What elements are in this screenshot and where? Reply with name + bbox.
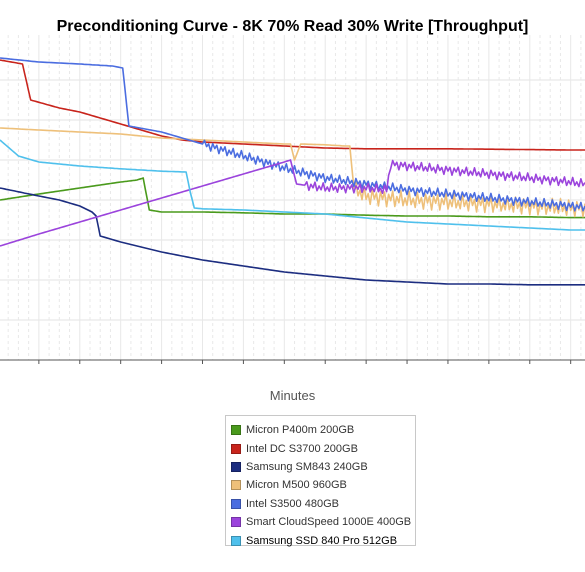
legend-item-0[interactable]: Micron P400m 200GB	[231, 421, 415, 439]
x-axis-label: Minutes	[269, 388, 316, 403]
legend-item-3[interactable]: Micron M500 960GB	[231, 476, 415, 494]
legend-item-2[interactable]: Samsung SM843 240GB	[231, 458, 415, 476]
series-line-3	[0, 127, 585, 218]
series-line-6	[0, 139, 585, 231]
chart-plot-area: 406080100120140160180200220240260280300	[0, 35, 585, 364]
series-line-1	[0, 59, 585, 151]
series-lines	[0, 57, 585, 286]
legend-label-1: Intel DC S3700 200GB	[246, 442, 358, 455]
legend-swatch-5	[231, 517, 241, 528]
legend-swatch-0	[231, 425, 241, 436]
legend-swatch-1	[231, 443, 241, 454]
series-line-4	[0, 57, 585, 212]
legend-label-4: Intel S3500 480GB	[246, 497, 339, 510]
legend-label-5: Smart CloudSpeed 1000E 400GB	[246, 516, 412, 529]
legend-label-2: Samsung SM843 240GB	[246, 460, 368, 473]
legend-item-5[interactable]: Smart CloudSpeed 1000E 400GB	[231, 513, 415, 531]
legend-swatch-6	[231, 535, 241, 546]
series-line-0	[0, 177, 585, 219]
series-line-5	[0, 159, 585, 247]
legend-label-6: Samsung SSD 840 Pro 512GB	[246, 534, 398, 547]
legend-label-3: Micron M500 960GB	[246, 479, 347, 492]
chart-title: Preconditioning Curve - 8K 70% Read 30% …	[56, 18, 529, 35]
x-ticks: 406080100120140160180200220240260280300	[38, 360, 572, 364]
legend-item-6[interactable]: Samsung SSD 840 Pro 512GB	[231, 531, 415, 549]
legend-swatch-2	[231, 461, 241, 472]
legend-label-0: Micron P400m 200GB	[246, 424, 355, 437]
legend: Micron P400m 200GB Intel DC S3700 200GB Sa…	[225, 415, 416, 549]
series-line-2	[0, 187, 585, 286]
legend-item-4[interactable]: Intel S3500 480GB	[231, 495, 415, 513]
legend-swatch-3	[231, 480, 241, 491]
grid-lines	[0, 35, 585, 360]
legend-swatch-4	[231, 498, 241, 509]
legend-item-1[interactable]: Intel DC S3700 200GB	[231, 439, 415, 457]
